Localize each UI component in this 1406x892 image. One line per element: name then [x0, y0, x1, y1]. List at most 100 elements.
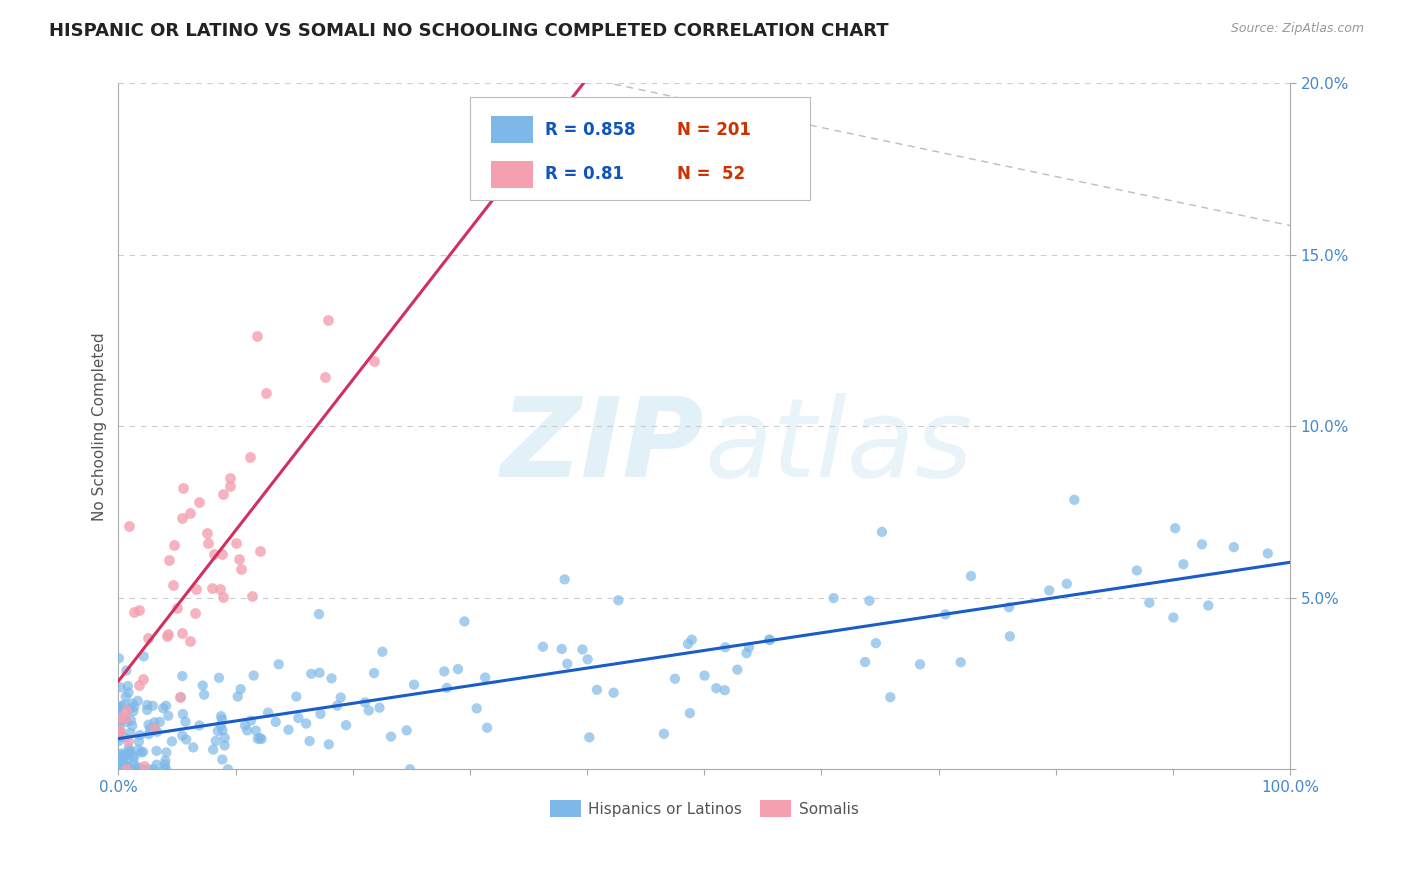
Text: ZIP: ZIP	[501, 393, 704, 500]
Point	[676, 637, 699, 651]
Point	[474, 671, 496, 685]
Point	[152, 701, 174, 715]
Point	[107, 700, 129, 714]
Point	[107, 762, 129, 776]
Point	[226, 690, 249, 704]
Point	[108, 748, 131, 763]
Point	[155, 754, 177, 768]
Point	[209, 718, 232, 732]
Point	[267, 657, 290, 672]
Point	[122, 751, 145, 765]
Point	[118, 762, 141, 776]
Point	[143, 715, 166, 730]
Point	[363, 666, 385, 681]
Point	[277, 723, 299, 737]
Point	[214, 731, 236, 745]
Point	[211, 712, 233, 726]
Text: R = 0.858: R = 0.858	[546, 120, 636, 139]
Point	[122, 704, 145, 718]
Point	[211, 547, 233, 561]
Legend: Hispanics or Latinos, Somalis: Hispanics or Latinos, Somalis	[544, 794, 865, 823]
Point	[713, 683, 735, 698]
Point	[110, 723, 132, 738]
Point	[257, 706, 280, 720]
Point	[172, 482, 194, 496]
Point	[108, 757, 131, 772]
Point	[157, 708, 180, 723]
Point	[117, 734, 139, 748]
Point	[242, 668, 264, 682]
Point	[321, 671, 343, 685]
Point	[136, 703, 159, 717]
Text: atlas: atlas	[704, 393, 973, 500]
Point	[602, 686, 624, 700]
Point	[758, 632, 780, 647]
Point	[155, 762, 177, 776]
Point	[652, 727, 675, 741]
Point	[363, 353, 385, 368]
Point	[110, 756, 132, 770]
Point	[138, 762, 160, 776]
Point	[853, 655, 876, 669]
Point	[586, 682, 609, 697]
Point	[193, 688, 215, 702]
Point	[725, 663, 748, 677]
Point	[114, 749, 136, 764]
Point	[879, 690, 901, 705]
Point	[693, 668, 716, 682]
Point	[110, 698, 132, 713]
Point	[120, 762, 142, 776]
Point	[120, 702, 142, 716]
Point	[128, 734, 150, 748]
Point	[108, 729, 131, 743]
Point	[145, 744, 167, 758]
Point	[447, 662, 470, 676]
Point	[181, 740, 204, 755]
Point	[145, 757, 167, 772]
Point	[149, 714, 172, 729]
Point	[318, 312, 340, 326]
Point	[107, 702, 129, 716]
Point	[858, 593, 880, 607]
Point	[107, 734, 129, 748]
Point	[166, 600, 188, 615]
Point	[240, 590, 263, 604]
Point	[531, 640, 554, 654]
Point	[704, 681, 727, 695]
Point	[128, 603, 150, 617]
Point	[117, 741, 139, 756]
Point	[129, 745, 152, 759]
Point	[738, 640, 761, 655]
Point	[212, 487, 235, 501]
Point	[1223, 540, 1246, 554]
Point	[110, 762, 132, 776]
Point	[202, 548, 225, 562]
Point	[195, 526, 218, 541]
Point	[211, 723, 233, 738]
Point	[136, 631, 159, 645]
Point	[309, 706, 332, 721]
Point	[245, 329, 267, 343]
Point	[110, 681, 132, 695]
Point	[433, 665, 456, 679]
Point	[254, 385, 277, 400]
Point	[599, 162, 621, 177]
Point	[179, 506, 201, 520]
Point	[121, 719, 143, 733]
Point	[217, 762, 239, 776]
Point	[129, 728, 152, 742]
Point	[298, 734, 321, 748]
Point	[117, 686, 139, 700]
Point	[231, 562, 253, 576]
Point	[465, 701, 488, 715]
Point	[1137, 596, 1160, 610]
Point	[117, 754, 139, 768]
Point	[110, 711, 132, 725]
Point	[120, 726, 142, 740]
Point	[127, 694, 149, 708]
Point	[153, 762, 176, 776]
Point	[172, 729, 194, 743]
Point	[138, 727, 160, 741]
Point	[142, 698, 165, 713]
Point	[174, 714, 197, 729]
